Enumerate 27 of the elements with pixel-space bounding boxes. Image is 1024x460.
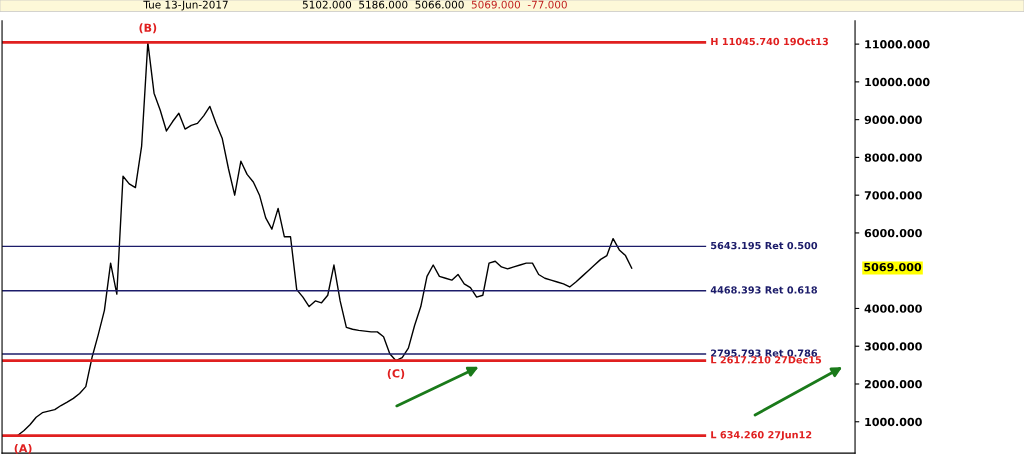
y-tick-label: 3000.000 [864, 342, 922, 351]
y-tick-label: 10000.000 [865, 77, 930, 87]
y-tick-label: 2000.000 [864, 379, 922, 389]
y-tick-label: 7000.000 [864, 191, 922, 200]
text: -77.000 [527, 0, 567, 9]
text: 5069.000 [864, 262, 922, 272]
y-tick-label: 4000.000 [864, 304, 922, 313]
ref-line-label: 5643.195 Ret 0.500 [711, 241, 818, 250]
y-tick-label: 9000.000 [864, 115, 922, 125]
ref-line-label: 2795.793 Ret 0.786 [711, 349, 818, 357]
ref-line-label: L 2617.210 27Dec15 [711, 356, 822, 364]
text: 5102.000 [302, 0, 352, 9]
text: Tue 13-Jun-2017 [143, 0, 228, 11]
y-tick-label: 11000.000 [865, 40, 930, 49]
text: 5186.000 [359, 0, 408, 9]
text: 5066.000 [415, 0, 464, 9]
annotation: (A) [14, 443, 32, 454]
y-tick-label: 6000.000 [864, 228, 922, 238]
ref-line-label: L 634.260 27Jun12 [711, 431, 812, 441]
ref-line-label: 4468.393 Ret 0.618 [710, 286, 818, 294]
y-tick-label: 1000.000 [865, 417, 922, 427]
y-tick-label: 8000.000 [864, 153, 922, 162]
line-series [16, 41, 633, 437]
ref-line-label: H 11045.740 19Oct13 [711, 37, 828, 46]
annotation: (B) [139, 23, 157, 34]
text: 5069.000 [471, 0, 521, 9]
annotation: (C) [387, 369, 405, 379]
